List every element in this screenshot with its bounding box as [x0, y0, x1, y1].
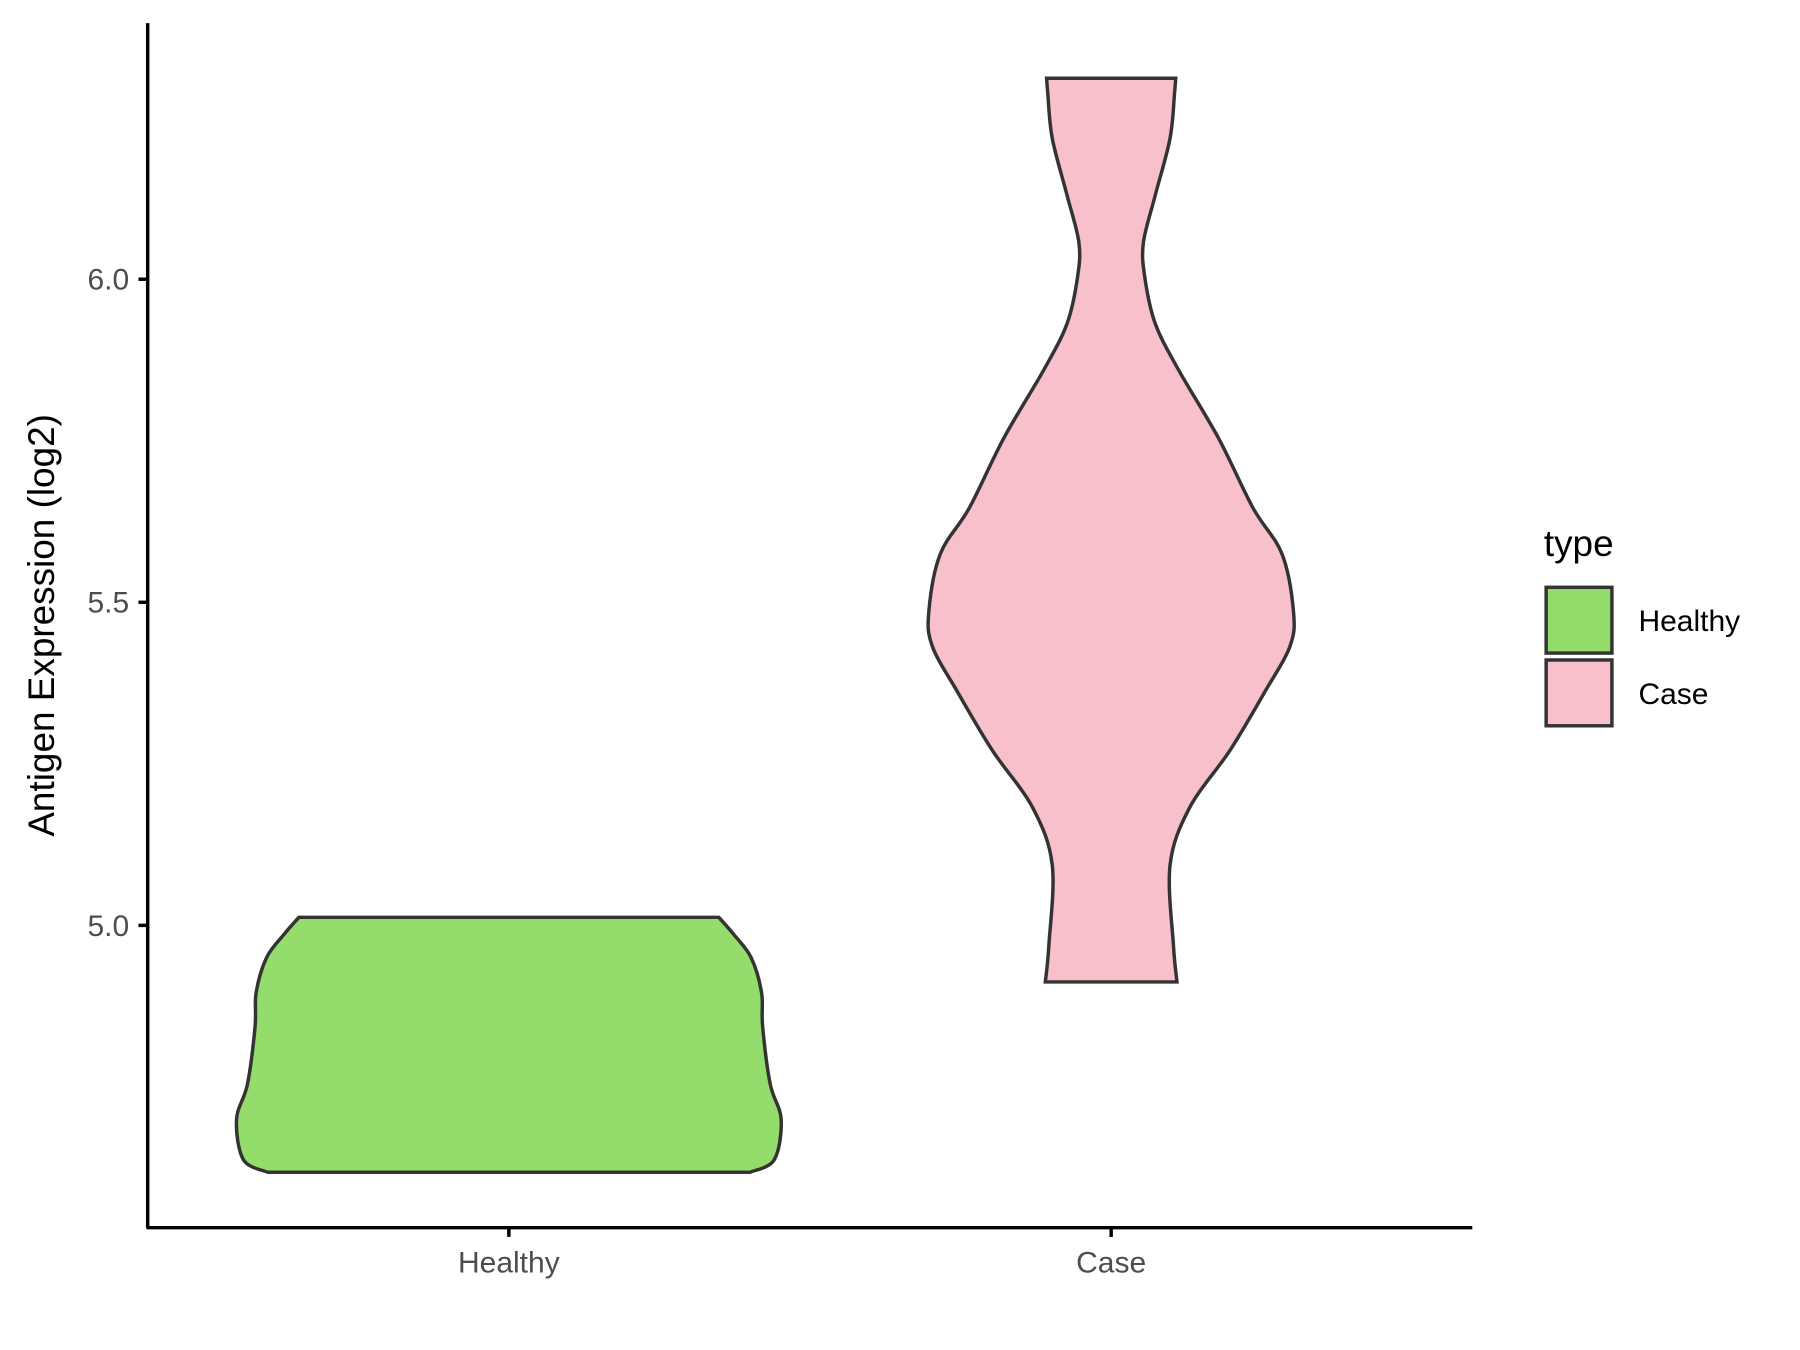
y-tick-label: 6.0: [88, 264, 130, 297]
violins: [234, 76, 1296, 1174]
legend-label: Healthy: [1638, 605, 1740, 638]
y-tick-label: 5.0: [88, 910, 130, 943]
legend: Healthy Case: [1544, 585, 1740, 728]
y-tick-label: 5.5: [88, 587, 130, 620]
violin-case: [926, 76, 1296, 984]
x-tick-label: Case: [1076, 1247, 1146, 1280]
legend-title: type: [1544, 523, 1614, 564]
violin-healthy: [234, 915, 783, 1174]
y-axis-label: Antigen Expression (log2): [21, 414, 62, 837]
legend-label: Case: [1638, 678, 1708, 711]
x-ticks: Healthy Case: [458, 1227, 1146, 1280]
y-ticks: 5.0 5.5 6.0: [88, 264, 148, 943]
legend-swatch-case: [1544, 658, 1614, 728]
legend-swatch-healthy: [1544, 585, 1614, 655]
x-tick-label: Healthy: [458, 1247, 560, 1280]
